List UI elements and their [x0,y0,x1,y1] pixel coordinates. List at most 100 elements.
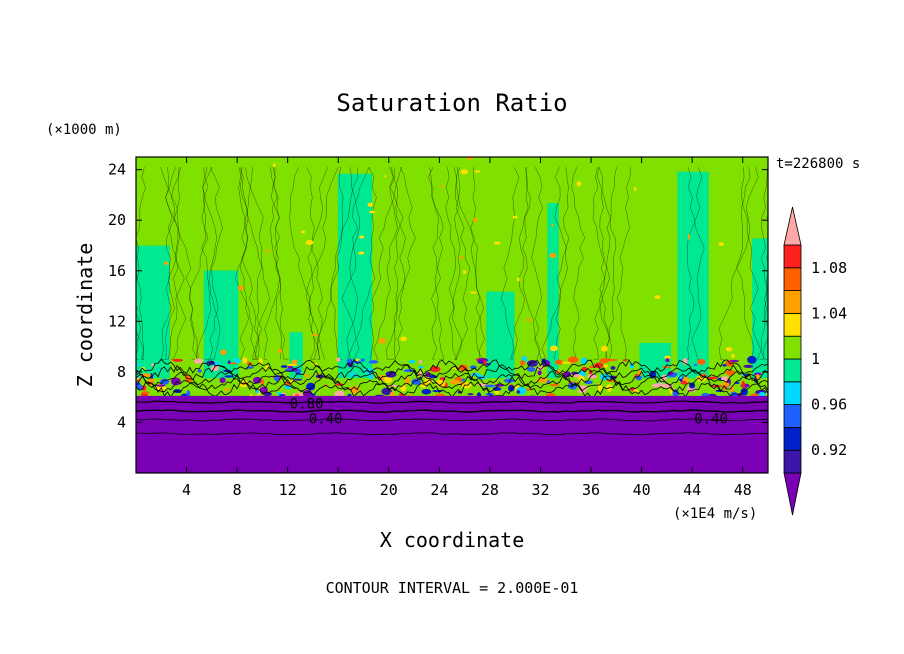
moist-blob [311,333,318,337]
interface-cell [224,375,233,378]
interface-cell [421,388,432,395]
contour-line [271,167,282,360]
contour-line [757,167,768,360]
interface-cell [242,357,248,364]
contour-line [685,167,703,360]
moist-blob [526,318,532,322]
teal-streak [136,245,170,379]
contour-line [500,166,520,360]
x-tick-label: 8 [233,481,242,499]
interface-cell [155,384,166,387]
teal-streak [547,203,559,379]
contour-line [341,167,370,360]
interface-cell [573,374,582,378]
interface-cell [306,382,316,391]
interface-cell [186,390,191,397]
interface-cell [148,378,155,383]
colorbar-box [783,267,802,291]
colorbar: 0.92 0.96 1 1.04 1.08 [783,206,847,516]
interface-cell [665,358,670,363]
interface-cell [586,374,598,379]
moist-blob [687,233,690,240]
interface-cell [516,390,521,394]
interface-cell [637,369,643,376]
moist-blob [460,255,464,260]
moist-blob [516,277,520,282]
interface-cell [589,365,595,369]
interface-cell [729,385,734,393]
interface-cell [526,367,536,372]
interface-cell [467,393,474,396]
contour-line [522,167,541,360]
interface-cell [603,364,608,368]
contour-line [239,167,270,360]
interface-cell [707,376,718,380]
interface-cell [599,358,610,364]
interface-cell [741,380,745,389]
x-tick-label: 36 [582,481,600,499]
interface-cell [170,377,181,386]
moist-blob [400,336,407,342]
contour-label: 0.40 [309,412,343,428]
contour-line [592,167,610,360]
contour-line [429,167,444,360]
contour-line [245,167,264,360]
interface-cell [141,391,150,394]
time-label: t=226800 s [776,156,860,172]
contour-line [306,166,325,360]
moist-blob [359,235,365,239]
contour-line [593,167,617,360]
contour-line [136,305,144,360]
lower-contour [136,400,768,404]
colorbar-label: 1 [811,350,820,368]
interface-cell [484,384,496,388]
interface-cell [389,391,396,396]
interface-cell [549,383,560,387]
x-tick-label: 44 [683,481,701,499]
contour-line [616,167,632,360]
moist-blob [460,169,469,175]
moist-blob [718,242,724,247]
interface-cell [355,358,360,362]
contour-line [736,167,755,360]
interface-cell [728,359,740,363]
y-tick-label: 24 [108,161,126,179]
contour-line [759,167,768,360]
contour-interval-label: CONTOUR INTERVAL = 2.000E-01 [326,579,579,597]
y-tick-label: 8 [117,363,126,381]
lower-layer [136,395,768,473]
interface-cell [304,374,310,378]
teal-streak [203,270,239,379]
interface-contour [136,369,768,387]
lower-contour [136,418,768,422]
moist-blob [277,348,282,354]
y-axis: 4 8 12 16 20 24 [108,161,768,431]
interface-cell [262,391,272,397]
moist-blob [462,270,467,274]
interface-cell [350,371,355,379]
contour-line [745,167,768,360]
contour-line [511,167,529,360]
x-axis: 4 8 12 16 20 24 28 32 36 40 44 48 [182,157,752,499]
moist-blob [576,181,582,187]
contour-line [189,166,213,360]
colorbar-label: 1.08 [811,259,847,277]
colorbar-label: 1.04 [811,304,847,322]
x-tick-label: 4 [182,481,191,499]
contour-line [571,167,586,360]
colorbar-box [783,381,802,405]
contour-line [165,167,185,360]
interface-cell [408,359,416,364]
moist-blob [465,157,474,160]
interface-cell [503,378,515,383]
moist-blob [474,170,481,173]
y-tick-label: 4 [117,413,126,431]
interface-cell [594,362,604,369]
interface-cell [360,358,365,362]
interface-cell [449,379,460,385]
moist-blob [369,210,376,214]
colorbar-box [783,358,802,383]
interface-cell [197,369,202,373]
interface-cell [418,359,423,364]
plot-frame [135,156,769,474]
